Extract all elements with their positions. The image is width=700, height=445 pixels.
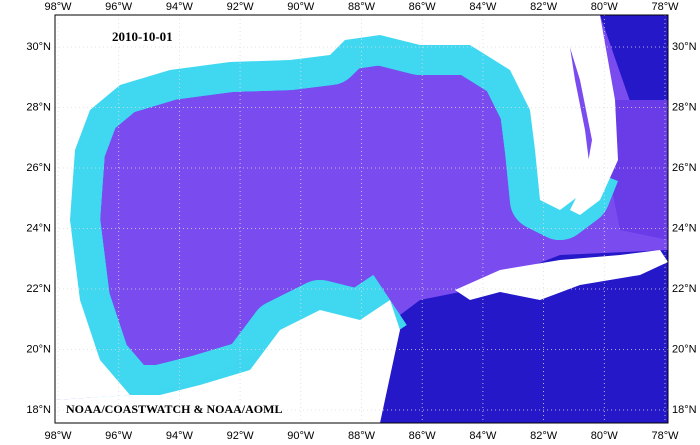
longitude-label: 98°W (44, 1, 72, 13)
longitude-label: 88°W (348, 1, 376, 13)
latitude-label: 20°N (672, 343, 697, 355)
latitude-label: 28°N (26, 101, 51, 113)
longitude-label: 82°W (530, 430, 558, 442)
longitude-label: 98°W (44, 430, 72, 442)
longitude-label: 94°W (166, 1, 194, 13)
latitude-label: 18°N (672, 404, 697, 416)
longitude-label: 86°W (409, 1, 437, 13)
longitude-label: 84°W (469, 1, 497, 13)
longitude-label: 78°W (651, 1, 679, 13)
latitude-label: 30°N (672, 41, 697, 53)
longitude-label: 92°W (227, 430, 255, 442)
longitude-label: 82°W (530, 1, 558, 13)
longitude-label: 94°W (166, 430, 194, 442)
longitude-label: 80°W (591, 430, 619, 442)
latitude-label: 22°N (672, 283, 697, 295)
longitude-label: 84°W (469, 430, 497, 442)
land (55, 15, 668, 423)
latitude-label: 22°N (26, 283, 51, 295)
atlantic-water (600, 100, 668, 240)
latitude-label: 24°N (672, 222, 697, 234)
longitude-label: 90°W (287, 430, 315, 442)
longitude-label: 86°W (409, 430, 437, 442)
latitude-label: 26°N (672, 162, 697, 174)
latitude-label: 20°N (26, 343, 51, 355)
graticule (55, 15, 668, 423)
longitude-label: 88°W (348, 430, 376, 442)
latitude-label: 24°N (26, 222, 51, 234)
credit-label: NOAA/COASTWATCH & NOAA/AOML (66, 402, 282, 416)
longitude-label: 92°W (227, 1, 255, 13)
longitude-label: 96°W (105, 430, 133, 442)
longitude-label: 96°W (105, 1, 133, 13)
longitude-label: 78°W (651, 430, 679, 442)
latitude-label: 30°N (26, 41, 51, 53)
latitude-label: 26°N (26, 162, 51, 174)
longitude-label: 90°W (287, 1, 315, 13)
map-frame (54, 14, 669, 424)
date-label: 2010-10-01 (112, 29, 173, 44)
latitude-label: 28°N (672, 101, 697, 113)
longitude-label: 80°W (591, 1, 619, 13)
latitude-label: 18°N (26, 404, 51, 416)
